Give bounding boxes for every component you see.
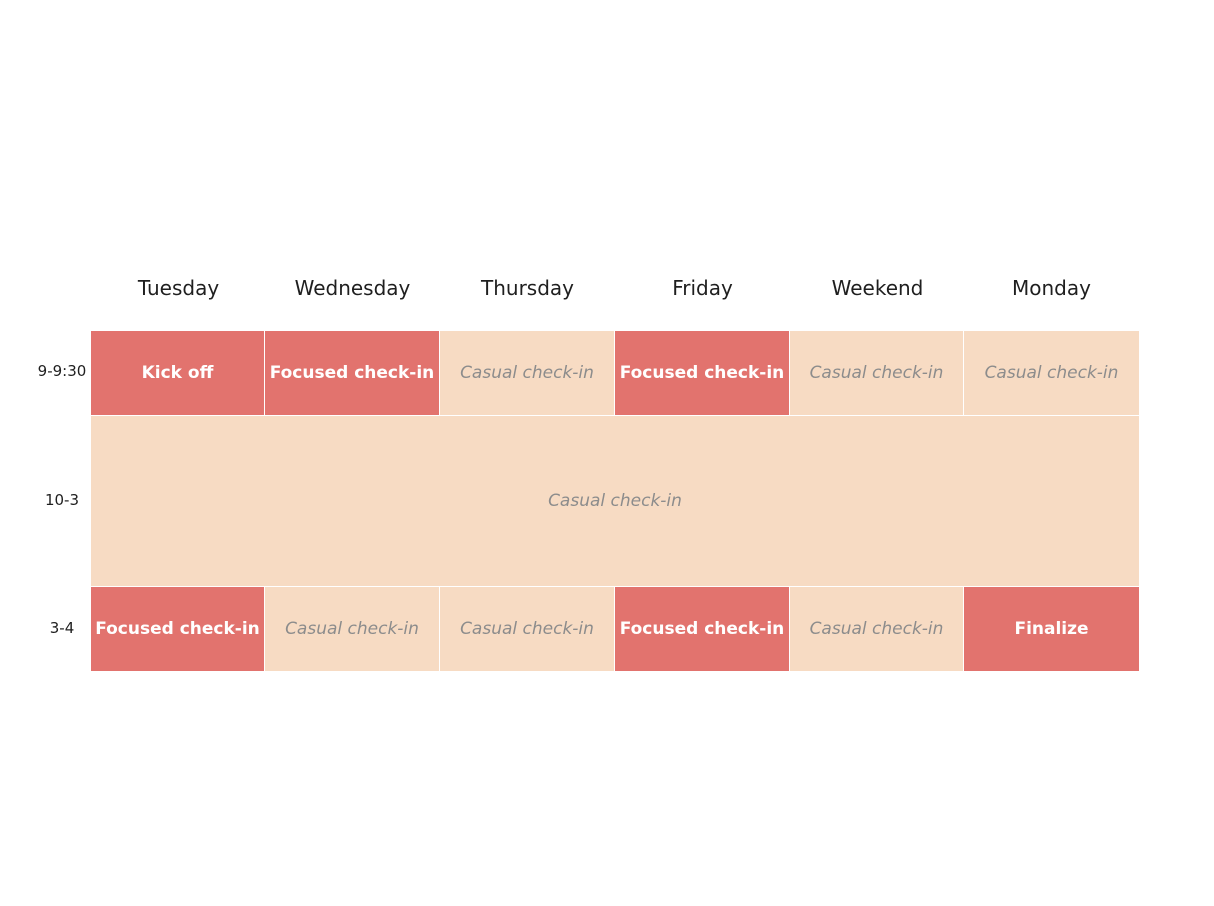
cell-label: Kick off	[141, 363, 214, 383]
cell-label: Casual check-in	[460, 619, 594, 639]
cell-monday-morning: Casual check-in	[964, 331, 1139, 415]
cell-label: Casual check-in	[460, 363, 594, 383]
day-header-thursday: Thursday	[481, 276, 574, 300]
cell-tuesday-afternoon: Focused check-in	[91, 587, 264, 671]
day-header-monday: Monday	[1012, 276, 1091, 300]
cell-friday-morning: Focused check-in	[615, 331, 789, 415]
day-header-friday: Friday	[672, 276, 733, 300]
cell-wednesday-afternoon: Casual check-in	[265, 587, 439, 671]
day-header-weekend: Weekend	[831, 276, 924, 300]
cell-label: Casual check-in	[809, 363, 944, 383]
day-header-tuesday: Tuesday	[137, 276, 220, 300]
cell-label: Focused check-in	[269, 363, 435, 383]
cell-label: Casual check-in	[984, 363, 1119, 383]
cell-thursday-afternoon: Casual check-in	[440, 587, 614, 671]
cell-weekend-afternoon: Casual check-in	[790, 587, 963, 671]
time-slot-afternoon: 3-4	[49, 619, 75, 637]
time-slot-midday: 10-3	[44, 491, 80, 509]
cell-label: Focused check-in	[619, 619, 785, 639]
time-slot-morning: 9-9:30	[37, 362, 87, 380]
cell-friday-afternoon: Focused check-in	[615, 587, 789, 671]
cell-wednesday-morning: Focused check-in	[265, 331, 439, 415]
cell-label: Focused check-in	[619, 363, 785, 383]
cell-monday-afternoon: Finalize	[964, 587, 1139, 671]
cell-thursday-morning: Casual check-in	[440, 331, 614, 415]
cell-label: Casual check-in	[809, 619, 944, 639]
cell-label: Casual check-in	[285, 619, 419, 639]
cell-label: Focused check-in	[95, 619, 260, 639]
cell-weekend-morning: Casual check-in	[790, 331, 963, 415]
cell-label: Finalize	[1014, 619, 1089, 639]
cell-all-week-midday: Casual check-in	[91, 416, 1139, 586]
day-header-wednesday: Wednesday	[294, 276, 411, 300]
cell-label: Casual check-in	[548, 491, 682, 511]
cell-tuesday-morning: Kick off	[91, 331, 264, 415]
